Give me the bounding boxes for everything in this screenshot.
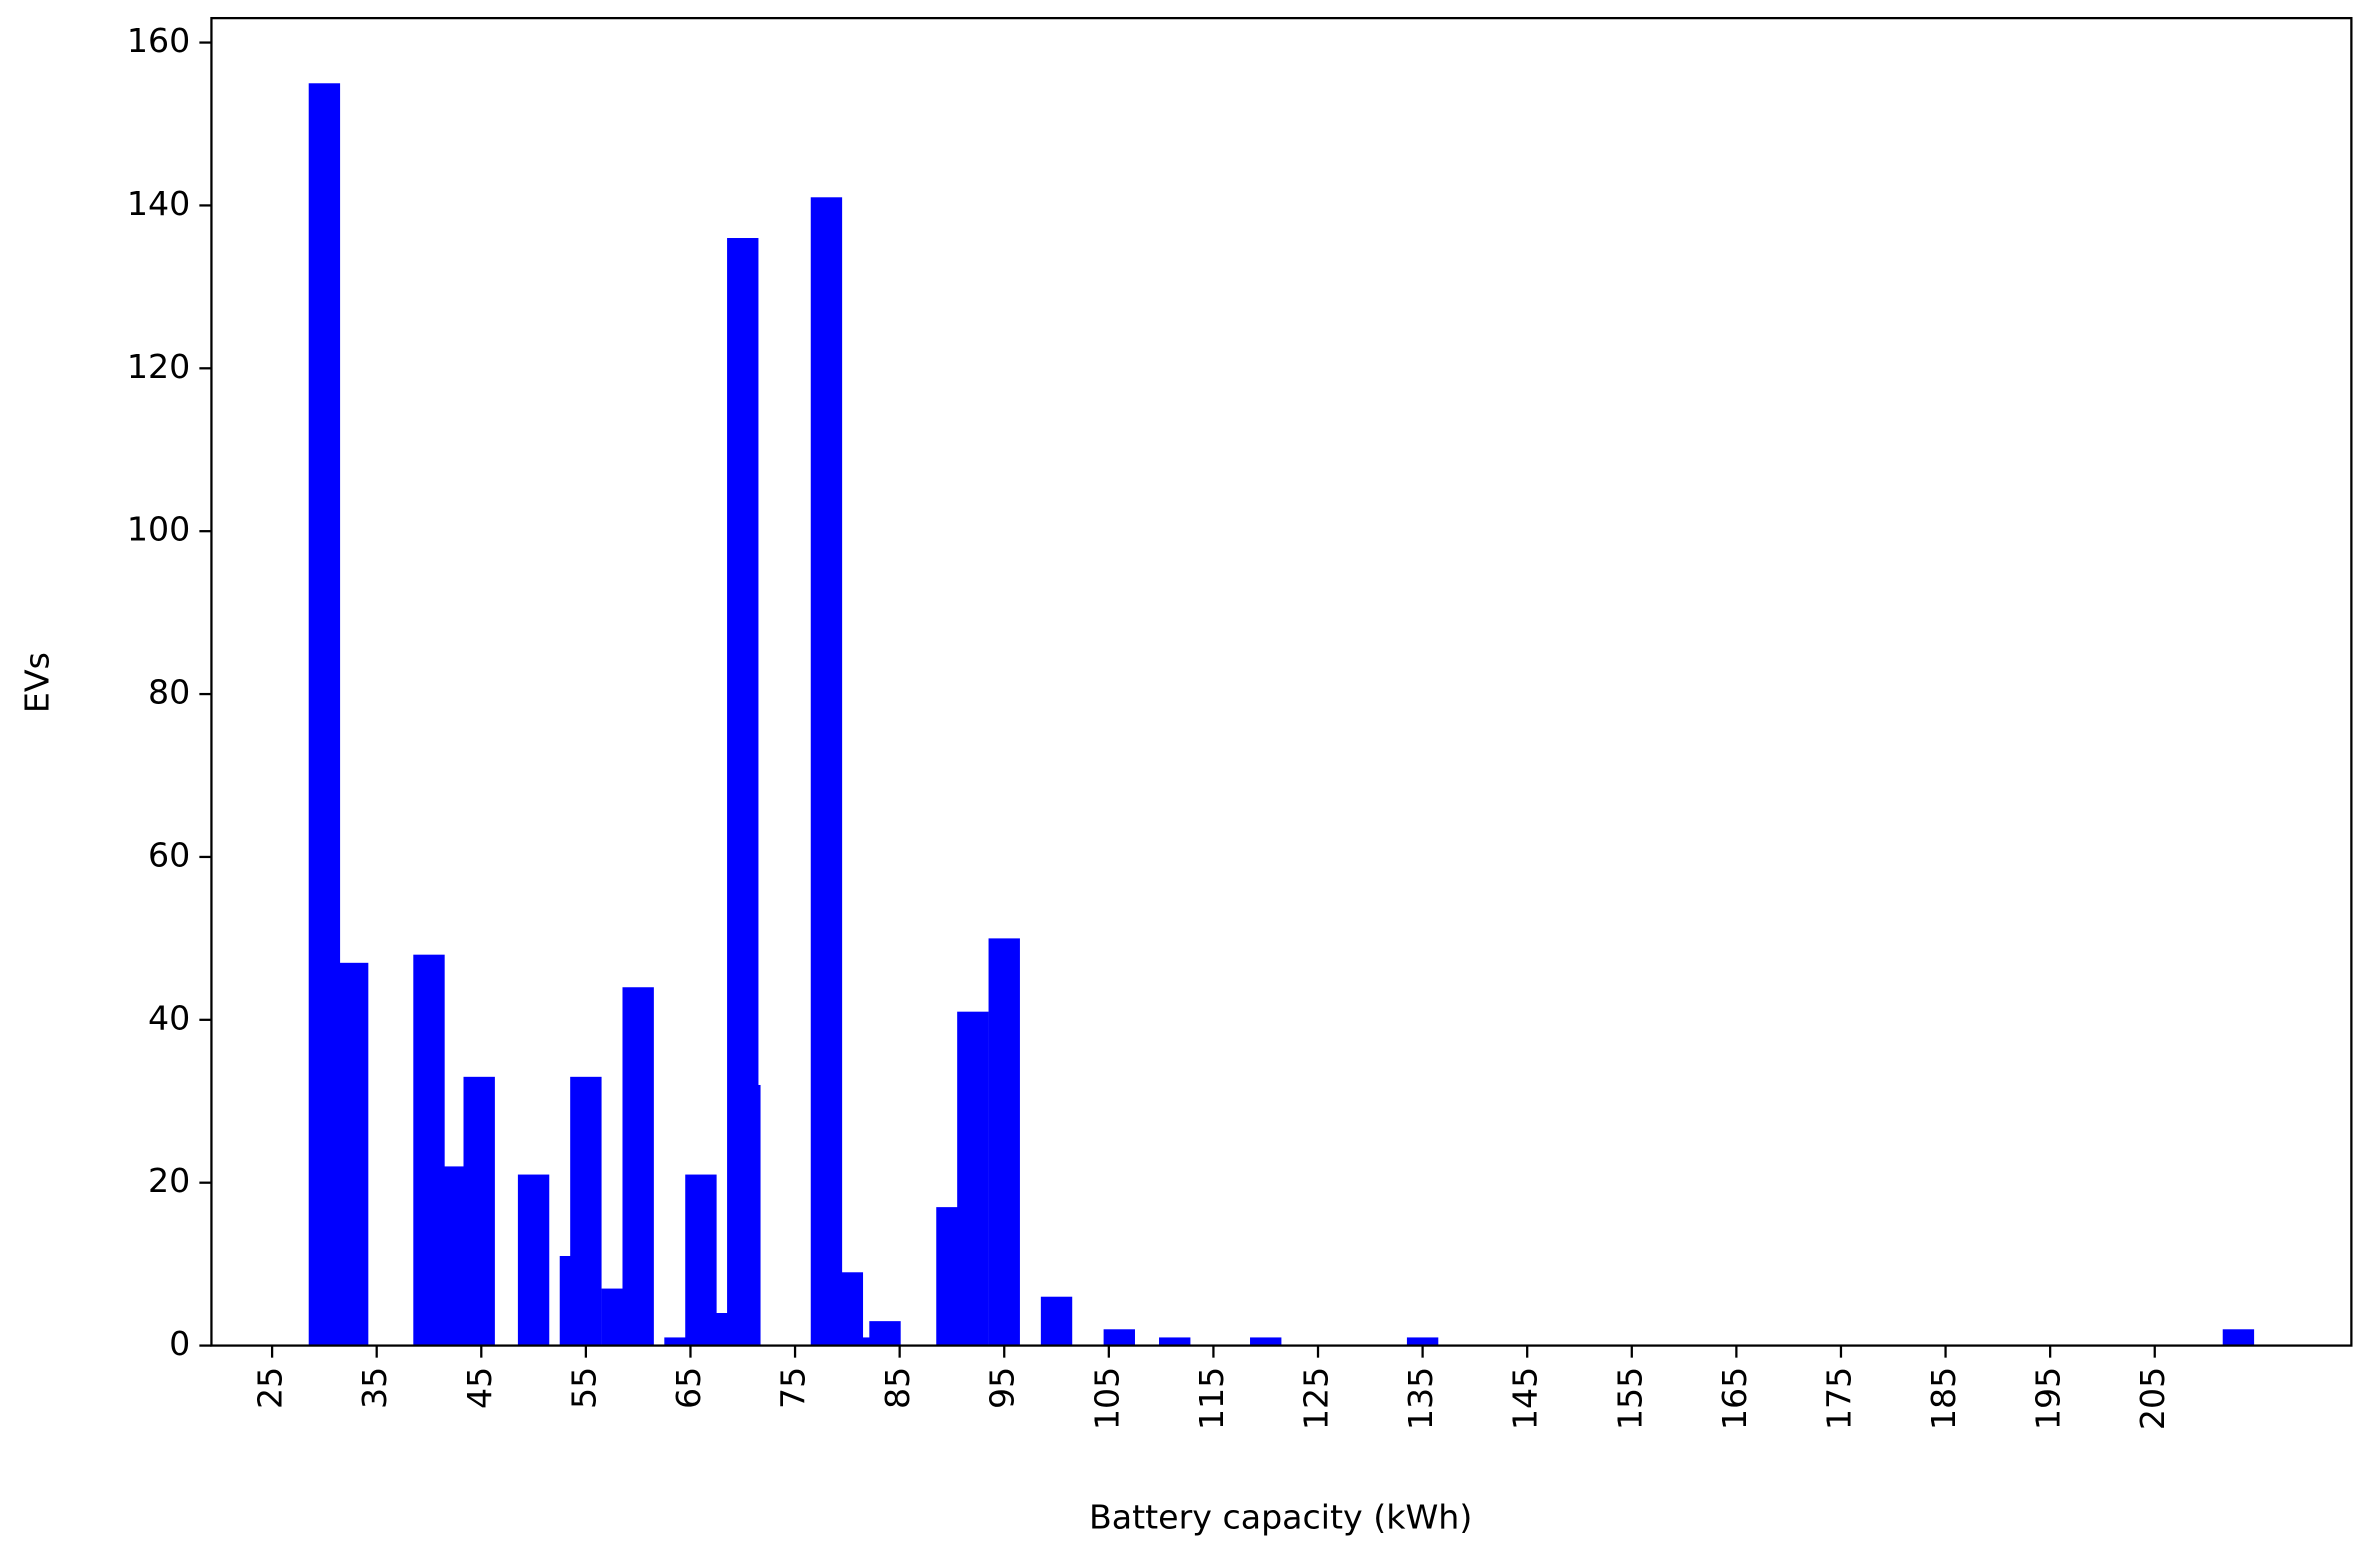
x-axis-label: Battery capacity (kWh)	[1089, 1497, 1472, 1536]
x-tick-label: 75	[774, 1367, 813, 1409]
bar	[664, 1337, 696, 1346]
bar	[434, 1166, 466, 1346]
bar	[1159, 1337, 1191, 1346]
x-tick-label: 35	[355, 1367, 394, 1409]
y-tick-label: 60	[148, 835, 190, 874]
x-tick-label: 55	[564, 1367, 603, 1409]
y-tick-label: 0	[169, 1324, 190, 1363]
y-tick-label: 80	[148, 673, 190, 712]
bar	[308, 83, 341, 1346]
x-tick-label: 135	[1401, 1367, 1440, 1430]
bar	[336, 962, 369, 1346]
bar	[957, 1011, 989, 1346]
bar	[1406, 1337, 1439, 1346]
y-tick-label: 160	[127, 21, 190, 60]
x-tick-label: 175	[1819, 1367, 1858, 1430]
bar	[2222, 1329, 2255, 1346]
y-tick-label: 20	[148, 1161, 190, 1200]
bar	[831, 1272, 864, 1346]
bar	[852, 1337, 884, 1346]
x-tick-label: 115	[1192, 1367, 1231, 1430]
x-tick-label: 205	[2133, 1367, 2172, 1430]
bar	[517, 1174, 550, 1346]
x-tick-label: 95	[983, 1367, 1022, 1409]
bar	[988, 938, 1020, 1346]
bar	[1040, 1296, 1073, 1346]
x-tick-label: 165	[1715, 1367, 1754, 1430]
x-tick-label: 25	[251, 1367, 290, 1409]
bar	[1250, 1337, 1282, 1346]
y-tick-label: 40	[148, 998, 190, 1037]
x-tick-label: 155	[1610, 1367, 1649, 1430]
x-tick-label: 45	[460, 1367, 499, 1409]
bar	[622, 987, 654, 1346]
x-tick-label: 65	[669, 1367, 708, 1409]
y-tick-label: 100	[127, 510, 190, 549]
x-tick-label: 85	[878, 1367, 917, 1409]
bar	[729, 1084, 761, 1346]
x-tick-label: 145	[1506, 1367, 1545, 1430]
y-tick-label: 120	[127, 347, 190, 386]
x-tick-label: 195	[2029, 1367, 2068, 1430]
bar	[463, 1076, 495, 1346]
x-tick-label: 185	[1924, 1367, 1963, 1430]
bar	[1103, 1329, 1135, 1346]
y-tick-label: 140	[127, 184, 190, 223]
y-axis-label: EVs	[17, 652, 56, 713]
bar	[570, 1076, 602, 1346]
x-tick-label: 125	[1297, 1367, 1336, 1430]
bar	[869, 1321, 901, 1346]
bar	[810, 197, 843, 1346]
x-tick-label: 105	[1087, 1367, 1126, 1430]
plot-frame	[210, 16, 2353, 1347]
